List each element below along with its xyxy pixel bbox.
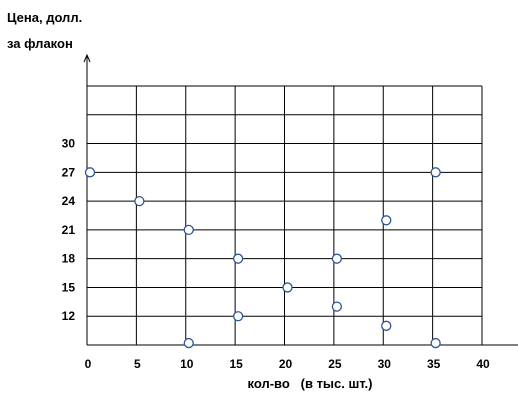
y-axis-label-line-2: за флакон bbox=[7, 36, 73, 51]
y-tick-label: 24 bbox=[62, 194, 76, 208]
y-tick-label: 18 bbox=[62, 252, 76, 266]
data-point bbox=[183, 337, 194, 349]
x-tick-label: 10 bbox=[180, 357, 194, 371]
x-tick-label: 25 bbox=[328, 357, 342, 371]
data-points bbox=[84, 167, 441, 349]
y-tick-label: 15 bbox=[62, 280, 76, 294]
x-tick-label: 35 bbox=[427, 357, 441, 371]
y-tick-label: 12 bbox=[62, 309, 76, 323]
data-point bbox=[84, 167, 96, 178]
data-point bbox=[134, 195, 145, 207]
data-point bbox=[183, 224, 194, 236]
x-axis-label: кол-во (в тыс. шт.) bbox=[248, 376, 373, 391]
y-tick-label: 30 bbox=[62, 137, 76, 151]
x-tick-label: 0 bbox=[85, 357, 92, 371]
data-point bbox=[381, 320, 392, 331]
data-point bbox=[282, 282, 293, 293]
y-tick-label: 27 bbox=[62, 165, 76, 179]
y-tick-label: 21 bbox=[62, 223, 76, 237]
x-tick-label: 15 bbox=[229, 357, 243, 371]
data-point bbox=[232, 253, 244, 264]
x-tick-label: 30 bbox=[378, 357, 392, 371]
data-point bbox=[232, 311, 244, 322]
data-point bbox=[331, 253, 343, 264]
x-tick-labels: 0 5 10 15 20 25 30 35 40 bbox=[85, 357, 490, 371]
x-tick-label: 5 bbox=[134, 357, 141, 371]
data-point bbox=[331, 301, 343, 312]
data-point bbox=[381, 215, 392, 226]
x-tick-label: 20 bbox=[279, 357, 293, 371]
x-tick-label: 40 bbox=[476, 357, 490, 371]
axes bbox=[83, 53, 518, 346]
y-axis-label-line-1: Цена, долл. bbox=[7, 10, 82, 25]
data-point bbox=[430, 167, 441, 178]
y-tick-labels: 12 15 18 21 24 27 30 bbox=[62, 137, 76, 324]
data-point bbox=[430, 337, 441, 349]
grid bbox=[86, 85, 483, 345]
y-axis-arrow bbox=[83, 53, 91, 63]
